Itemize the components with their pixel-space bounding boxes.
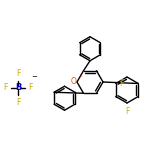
- Text: F: F: [16, 69, 20, 78]
- Text: B: B: [15, 83, 21, 93]
- Text: ·⁻: ·⁻: [78, 76, 83, 81]
- Text: F: F: [16, 98, 20, 107]
- Text: F: F: [28, 83, 32, 93]
- Text: F: F: [4, 83, 8, 93]
- Text: F: F: [120, 79, 124, 88]
- Text: F: F: [125, 107, 129, 116]
- Text: O: O: [71, 78, 77, 86]
- Text: −: −: [31, 74, 37, 80]
